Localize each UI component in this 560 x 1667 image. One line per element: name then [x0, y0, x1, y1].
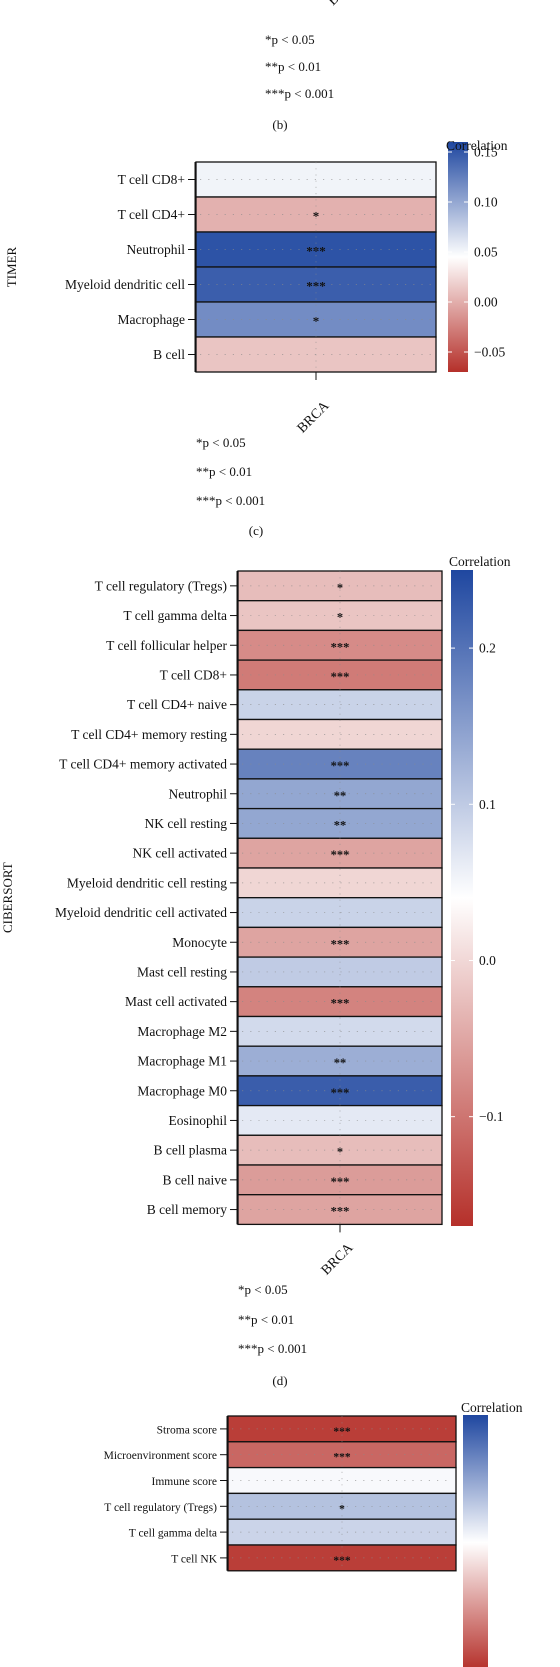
heatmap-cell — [237, 1164, 443, 1196]
row-label: NK cell activated — [133, 846, 228, 861]
colorbar-title: Correlation — [461, 1400, 523, 1415]
method-label: TIMER — [4, 246, 19, 287]
row-label: T cell CD8+ — [160, 667, 227, 682]
row-label: Macrophage M0 — [137, 1083, 227, 1098]
significance-mark: * — [337, 581, 343, 595]
significance-mark: *** — [333, 1555, 351, 1567]
panel-d-cibersort-heatmap: T cell regulatory (Tregs) * T cell gamma d… — [0, 554, 511, 1388]
row-label: T cell CD4+ memory resting — [71, 727, 227, 742]
significance-mark: ** — [334, 1056, 347, 1070]
row-label: T cell CD4+ — [118, 207, 185, 222]
row-label: Macrophage M1 — [137, 1054, 227, 1069]
row-label: B cell plasma — [154, 1143, 227, 1158]
heatmap-cell — [237, 807, 443, 839]
column-label: BRCA — [319, 1240, 357, 1278]
colorbar-tick-label: −0.1 — [479, 1109, 504, 1124]
panel-b-legend-1: *p < 0.05 — [265, 32, 315, 47]
colorbar-title: Correlation — [449, 554, 511, 569]
column-label: BRCA — [295, 398, 333, 436]
row-label: Immune score — [152, 1476, 217, 1488]
row-label: Macrophage — [118, 312, 185, 327]
significance-mark: *** — [306, 244, 326, 259]
row-label: Monocyte — [172, 935, 227, 950]
significance-legend-item: *p < 0.05 — [196, 435, 246, 450]
colorbar — [451, 570, 473, 1226]
method-label: CIBERSORT — [0, 862, 15, 933]
significance-legend-item: **p < 0.01 — [238, 1312, 294, 1327]
significance-mark: *** — [331, 1205, 350, 1219]
row-label: Mast cell resting — [137, 964, 227, 979]
row-label: B cell memory — [147, 1202, 227, 1217]
colorbar-tick-label: 0.05 — [474, 245, 498, 260]
panel-label: (d) — [272, 1373, 287, 1388]
heatmap-cell — [237, 1015, 443, 1047]
heatmap-cell — [237, 689, 443, 721]
colorbar-tick-label: 0.1 — [479, 797, 496, 812]
significance-legend-item: **p < 0.01 — [196, 464, 252, 479]
colorbar-tick-label: 0.10 — [474, 195, 498, 210]
row-label: T cell CD4+ memory activated — [59, 757, 227, 772]
row-label: T cell gamma delta — [129, 1528, 217, 1540]
row-label: T cell follicular helper — [106, 638, 227, 653]
row-label: Neutrophil — [169, 786, 228, 801]
row-label: B cell — [153, 347, 185, 362]
row-label: NK cell resting — [145, 816, 228, 831]
row-label: Microenvironment score — [104, 1450, 217, 1462]
row-label: T cell regulatory (Tregs) — [104, 1502, 217, 1514]
colorbar-tick-label: −0.05 — [474, 345, 505, 360]
significance-mark: *** — [331, 1175, 350, 1189]
colorbar-tick-label: 0.2 — [479, 641, 496, 656]
significance-legend-item: ***p < 0.001 — [238, 1341, 307, 1356]
row-label: Mast cell activated — [125, 994, 227, 1009]
colorbar-tick-label: 0.15 — [474, 145, 498, 160]
significance-mark: * — [313, 314, 320, 329]
row-label: T cell regulatory (Tregs) — [95, 578, 227, 593]
colorbar-tick-label: 0.0 — [479, 953, 496, 968]
significance-legend-item: ***p < 0.001 — [196, 493, 265, 508]
panel-b-legend-3: ***p < 0.001 — [265, 86, 334, 101]
significance-mark: *** — [331, 937, 350, 951]
panel-e-score-heatmap: Stroma score *** Microenvironment score ***… — [104, 1400, 523, 1667]
row-label: Eosinophil — [168, 1113, 227, 1128]
significance-mark: * — [337, 1145, 343, 1159]
panel-c-timer-heatmap: T cell CD8+ T cell CD4+ * Neutrophil *** Myel… — [4, 138, 508, 538]
row-label: Neutrophil — [127, 242, 186, 257]
panel-b: BR *p < 0.05 **p < 0.01 ***p < 0.001 (b) — [265, 0, 350, 132]
significance-mark: * — [337, 611, 343, 625]
heatmap-cell — [237, 1104, 443, 1136]
row-label: T cell NK — [171, 1553, 217, 1565]
row-label: Myeloid dendritic cell resting — [67, 875, 227, 890]
significance-mark: ** — [334, 789, 347, 803]
colorbar-title: Correlation — [446, 138, 508, 153]
significance-mark: *** — [331, 759, 350, 773]
colorbar — [448, 142, 468, 372]
significance-mark: * — [313, 209, 320, 224]
panel-b-label: (b) — [272, 117, 287, 132]
significance-mark: *** — [331, 640, 350, 654]
row-label: B cell naive — [163, 1172, 227, 1187]
heatmap-cell — [237, 956, 443, 988]
panel-b-legend-2: **p < 0.01 — [265, 59, 321, 74]
significance-mark: *** — [333, 1426, 351, 1438]
significance-mark: *** — [331, 997, 350, 1011]
panel-label: (c) — [249, 523, 263, 538]
significance-mark: *** — [333, 1452, 351, 1464]
row-label: T cell CD8+ — [118, 172, 185, 187]
heatmap-cell — [237, 1075, 443, 1107]
heatmap-cell — [237, 926, 443, 958]
heatmap-cell — [237, 867, 443, 899]
row-label: Stroma score — [157, 1424, 217, 1436]
panel-b-column-fragment: BR — [325, 0, 349, 9]
colorbar-tick-label: 0.00 — [474, 295, 498, 310]
colorbar — [463, 1415, 488, 1667]
significance-mark: *** — [331, 848, 350, 862]
row-label: Myeloid dendritic cell activated — [55, 905, 227, 920]
row-label: Macrophage M2 — [137, 1024, 227, 1039]
row-label: T cell gamma delta — [123, 608, 227, 623]
significance-legend-item: *p < 0.05 — [238, 1282, 288, 1297]
row-label: T cell CD4+ naive — [127, 697, 227, 712]
row-label: Myeloid dendritic cell — [65, 277, 185, 292]
